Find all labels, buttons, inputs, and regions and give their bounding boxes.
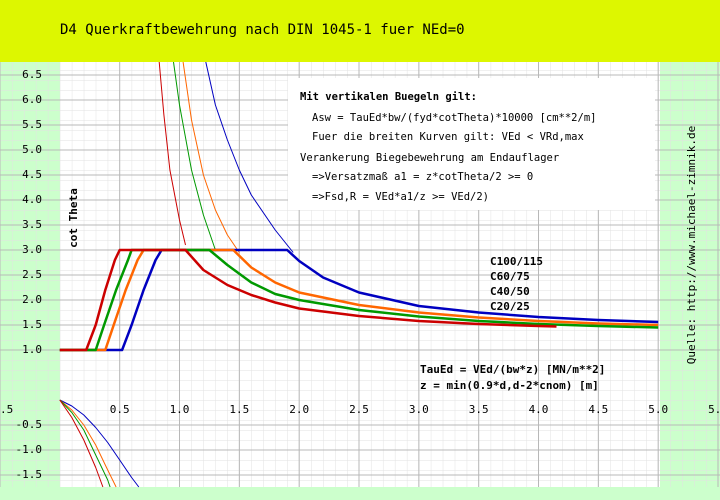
box-line: Asw = TauEd*bw/(fyd*cotTheta)*10000 [cm*… <box>312 112 596 124</box>
curve <box>59 399 140 488</box>
box-line: Verankerung Biegebewehrung am Endauflage… <box>300 152 559 164</box>
banner <box>0 0 720 62</box>
x-tick-label: 3.5 <box>469 403 489 416</box>
x-tick-label: 4.5 <box>588 403 608 416</box>
curve <box>59 248 659 352</box>
source: Quelle: http://www.michael-zimnik.de <box>685 126 698 364</box>
y-axis-label: cot Theta <box>67 188 80 248</box>
legend: C100/115 C60/75 C40/50 C20/25 <box>490 255 543 313</box>
x-tick-label: 5.0 <box>648 403 668 416</box>
box-line: =>Versatzmaß a1 = z*cotTheta/2 >= 0 <box>312 171 533 183</box>
y-tick-label: -0.5 <box>16 418 43 431</box>
x-tick-label: 0.5 <box>110 403 130 416</box>
y-tick-label: 6.0 <box>22 93 42 106</box>
legend-label: C40/50 <box>490 285 530 298</box>
y-tick-label: 4.0 <box>22 193 42 206</box>
box-line: Fuer die breiten Kurven gilt: VEd < VRd,… <box>312 131 584 143</box>
curve <box>205 62 294 253</box>
y-tick-label: 1.0 <box>22 343 42 356</box>
x-tick-label: 5.5 <box>708 403 720 416</box>
info-box-bg <box>288 78 655 210</box>
x-tick-label: -0.5 <box>0 403 13 416</box>
curve <box>158 62 186 246</box>
chart-title: D4 Querkraftbewehrung nach DIN 1045-1 fu… <box>60 22 465 38</box>
x-tick-label: 2.0 <box>289 403 309 416</box>
curve <box>59 248 557 352</box>
curve <box>59 399 111 488</box>
y-tick-label: 6.5 <box>22 68 42 81</box>
curve <box>59 248 659 352</box>
curve <box>173 62 216 251</box>
y-tick-label: 2.5 <box>22 268 42 281</box>
curve <box>59 399 104 488</box>
x-tick-label: 3.0 <box>409 403 429 416</box>
y-tick-label: 5.0 <box>22 143 42 156</box>
curve <box>182 62 240 253</box>
y-tick-label: 3.5 <box>22 218 42 231</box>
y-tick-label: -1.5 <box>16 468 43 481</box>
y-tick-label: 5.5 <box>22 118 42 131</box>
curve <box>59 248 659 352</box>
info-box: Mit vertikalen Buegeln gilt: Asw = TauEd… <box>288 78 655 210</box>
legend-label: C20/25 <box>490 300 530 313</box>
box-line: =>Fsd,R = VEd*a1/z >= VEd/2) <box>312 191 489 203</box>
y-tick-label: 1.5 <box>22 318 42 331</box>
legend-label: C60/75 <box>490 270 530 283</box>
formula: TauEd = VEd/(bw*z) [MN/m**2] <box>420 363 605 376</box>
curve <box>59 399 117 488</box>
legend-label: C100/115 <box>490 255 543 268</box>
x-tick-label: 2.5 <box>349 403 369 416</box>
y-tick-label: 2.0 <box>22 293 42 306</box>
box-heading: Mit vertikalen Buegeln gilt: <box>300 91 477 103</box>
x-tick-label: 1.0 <box>170 403 190 416</box>
curves <box>59 62 659 488</box>
y-tick-label: 4.5 <box>22 168 42 181</box>
x-tick-label: 4.0 <box>529 403 549 416</box>
y-tick-label: 3.0 <box>22 243 42 256</box>
x-tick-label: 1.5 <box>229 403 249 416</box>
formula: z = min(0.9*d,d-2*cnom) [m] <box>420 379 599 392</box>
y-tick-label: -1.0 <box>16 443 43 456</box>
